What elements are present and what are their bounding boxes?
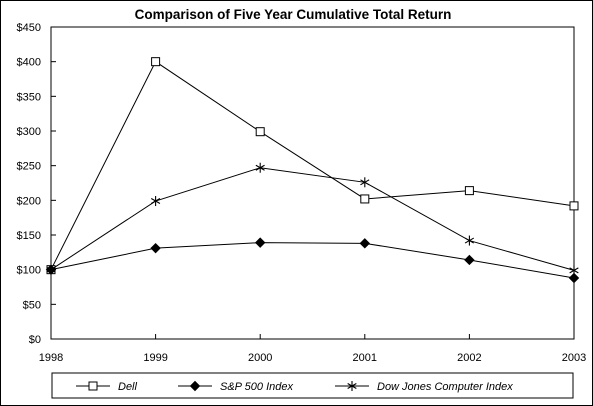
- y-tick-label: $250: [17, 161, 41, 173]
- legend-label-dow-jones-computer-index: Dow Jones Computer Index: [377, 381, 513, 393]
- x-tick-label: 2000: [248, 352, 272, 364]
- legend-box: [51, 372, 574, 399]
- y-tick-label: $450: [17, 22, 41, 34]
- chart-title: Comparison of Five Year Cumulative Total…: [135, 7, 452, 22]
- data-point-dell: [360, 194, 370, 204]
- data-point-s-p-500-index: [464, 254, 475, 266]
- y-tick-label: $150: [17, 230, 41, 242]
- x-tick-label: 1998: [39, 352, 63, 364]
- data-point-dow-jones-computer-index: [255, 162, 265, 173]
- x-tick-label: 2001: [353, 352, 377, 364]
- y-tick-label: $0: [29, 334, 41, 346]
- legend-label-s-p-500-index: S&P 500 Index: [220, 381, 293, 393]
- plot-area: $0 $50 $100 $150 $200 $250 $300 $350 $400 $450 199…: [17, 22, 587, 364]
- data-point-s-p-500-index: [254, 237, 266, 248]
- data-point-s-p-500-index: [150, 242, 161, 254]
- y-tick-label: $100: [17, 265, 41, 277]
- data-point-dell: [151, 57, 161, 67]
- series-line-s-p-500-index: [50, 242, 575, 279]
- legend: Dell S&P 500 Index Dow Jones Computer Inde…: [76, 380, 513, 393]
- series-line-dow-jones-computer-index: [50, 167, 575, 271]
- x-tick-label: 2002: [457, 352, 481, 364]
- series-line-dell: [50, 60, 575, 270]
- x-tick-label: 1999: [143, 352, 167, 364]
- legend-marker-dow-jones-computer-index: [347, 381, 357, 391]
- y-tick-label: $200: [17, 195, 41, 207]
- data-point-dell: [255, 127, 265, 137]
- data-point-dow-jones-computer-index: [464, 235, 475, 246]
- legend-label-dell: Dell: [118, 381, 138, 393]
- data-point-dow-jones-computer-index: [569, 265, 579, 276]
- plot-border: [50, 26, 575, 340]
- y-tick-label: $400: [17, 57, 41, 69]
- data-point-s-p-500-index: [359, 238, 371, 249]
- data-point-dell: [569, 201, 579, 211]
- legend-marker-dell: [88, 381, 98, 391]
- data-point-dell: [464, 186, 474, 196]
- y-tick-label: $50: [23, 299, 41, 311]
- y-tick-label: $300: [17, 126, 41, 138]
- x-tick-label: 2003: [562, 352, 586, 364]
- y-tick-label: $350: [17, 91, 41, 103]
- data-point-dow-jones-computer-index: [46, 264, 56, 275]
- data-point-dow-jones-computer-index: [150, 196, 161, 207]
- legend-marker-s-p-500-index: [189, 380, 201, 392]
- data-point-dow-jones-computer-index: [360, 177, 370, 188]
- data-point-s-p-500-index: [568, 272, 580, 284]
